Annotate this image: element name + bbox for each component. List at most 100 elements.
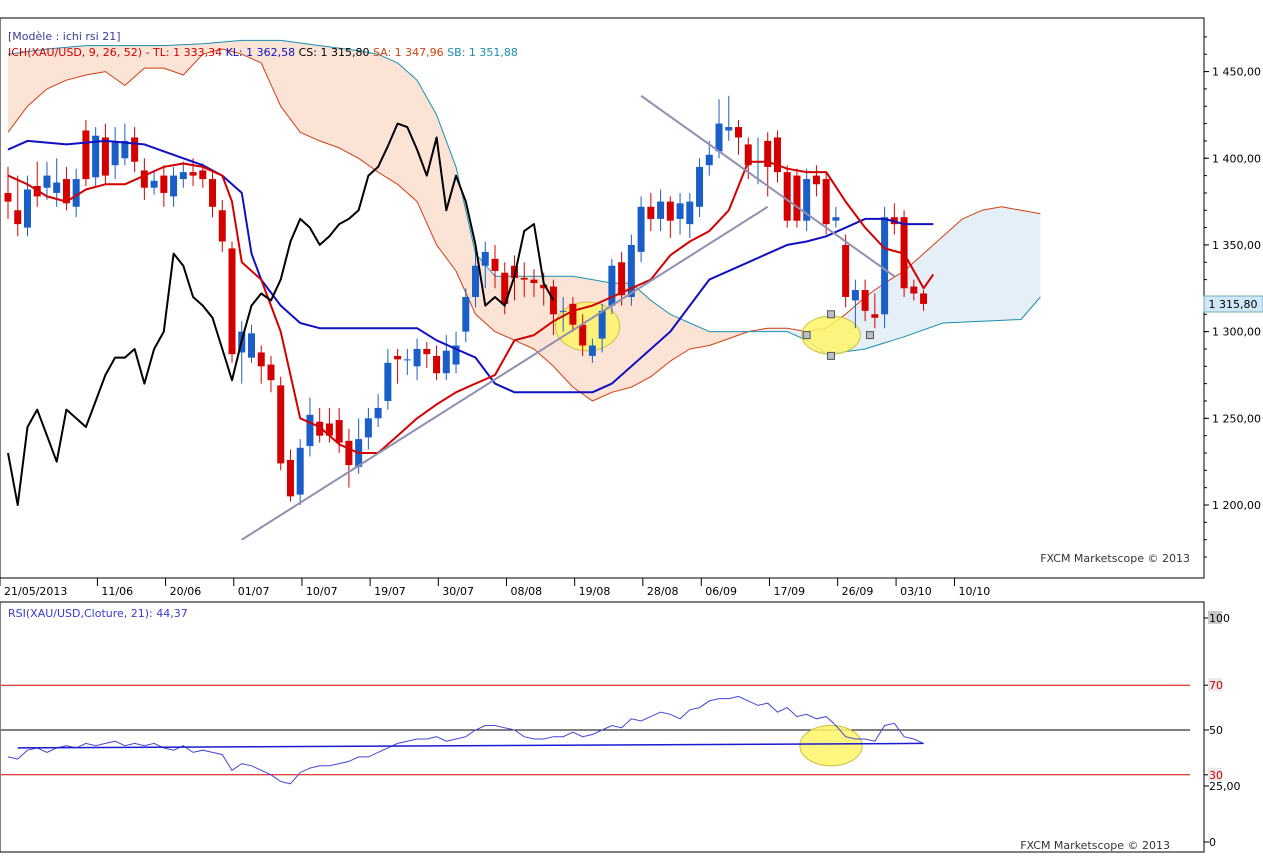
candle-body	[140, 170, 148, 188]
candle-body	[735, 127, 742, 138]
rsi-tick-box	[1208, 611, 1222, 624]
x-tick-label: 28/08	[647, 585, 679, 598]
chikou-span-line	[7, 122, 555, 506]
rsi-tick-label: 70	[1209, 679, 1223, 692]
candle-body	[53, 182, 61, 193]
candle-body	[705, 154, 713, 166]
candle-body	[384, 362, 392, 401]
x-tick-label: 08/08	[510, 585, 542, 598]
candle-body	[803, 179, 811, 221]
candle-body	[657, 201, 665, 219]
candle-body	[559, 310, 567, 312]
candle-body	[316, 421, 324, 436]
candle-body	[257, 352, 265, 367]
rsi-tick-label: 100	[1209, 612, 1230, 625]
candle-body	[627, 244, 635, 297]
candle-body	[82, 130, 90, 180]
candle-body	[335, 420, 343, 443]
candle-body	[423, 348, 431, 355]
candle-body	[286, 459, 294, 497]
candle-body	[540, 284, 548, 289]
candle-body	[530, 279, 538, 284]
marker-square-1	[827, 310, 836, 319]
candle-body	[481, 251, 489, 266]
x-tick-label: 01/07	[238, 585, 270, 598]
candle-body	[248, 333, 255, 358]
x-axis: 21/05/2013 11/06 20/06 01/07 10/07 19/07 30/07…	[0, 578, 990, 598]
candle-body	[725, 127, 733, 131]
x-tick-label: 10/10	[959, 585, 991, 598]
candle-body	[696, 166, 704, 207]
candle-body	[588, 345, 596, 356]
candle-body	[647, 206, 655, 219]
legend-part-3: SA: 1 347,96	[369, 46, 443, 59]
y-tick-label: 1 250,00	[1212, 412, 1261, 425]
candle-body	[676, 203, 684, 219]
candle-body	[228, 248, 236, 355]
candle-body	[121, 140, 129, 159]
candle-body	[14, 210, 22, 225]
candle-body	[160, 175, 168, 193]
candle-body	[618, 262, 626, 296]
candle-body	[579, 324, 587, 346]
y-tick-label: 1 450,00	[1212, 66, 1261, 79]
x-tick-label: 19/07	[374, 585, 406, 598]
candle-body	[394, 355, 402, 360]
candle-body	[920, 293, 928, 304]
candle-body	[812, 175, 820, 185]
candle-body	[842, 244, 850, 297]
candle-body	[111, 140, 119, 166]
tenkan-sen-line	[7, 160, 935, 454]
candle-body	[832, 217, 840, 221]
candle-body	[472, 265, 480, 297]
candle-body	[189, 172, 197, 176]
legend-part-4: SB: 1 351,88	[444, 46, 518, 59]
candle-body	[822, 179, 830, 225]
candle-body	[199, 170, 207, 180]
candle-body	[101, 137, 109, 176]
marker-square-2	[865, 331, 874, 340]
candle-body	[637, 206, 645, 252]
candle-body	[861, 290, 869, 311]
candle-body	[150, 180, 158, 188]
candle-body	[170, 175, 178, 197]
candle-body	[403, 359, 411, 361]
rsi-watermark: FXCM Marketscope © 2013	[1020, 839, 1170, 852]
y-tick-label: 1 200,00	[1212, 499, 1261, 512]
candle-body	[413, 348, 421, 367]
x-tick-label: 17/09	[773, 585, 805, 598]
candle-body	[501, 272, 509, 304]
y-tick-label: 1 400,00	[1212, 152, 1261, 165]
candle-body	[23, 189, 31, 228]
y-tick-label: 1 350,00	[1212, 239, 1261, 252]
main-watermark: FXCM Marketscope © 2013	[1040, 552, 1190, 565]
model-label: [Modèle : ichi rsi 21]	[8, 30, 121, 43]
candle-body	[433, 355, 441, 374]
candle-body	[910, 286, 918, 294]
x-tick-label: 19/08	[579, 585, 611, 598]
candle-body	[179, 172, 187, 180]
candle-body	[72, 179, 80, 207]
marker-square-0	[802, 331, 811, 340]
candle-body	[62, 179, 70, 204]
candle-body	[598, 310, 606, 339]
candle-body	[744, 144, 752, 166]
rsi-tick-box	[1208, 678, 1222, 692]
trendline-1	[640, 94, 895, 278]
y-axis: 1 200,00 1 250,00 1 300,00 1 350,00 1 400,00…	[1204, 36, 1261, 558]
main-chart-layer	[4, 39, 1041, 541]
rsi-layer	[1, 684, 1190, 785]
current-price-label: 1 315,80	[1209, 298, 1258, 311]
legend-part-0: ICH(XAU/USD, 9, 26, 52) - TL: 1 333,34	[8, 46, 222, 59]
current-price-tag	[1203, 295, 1263, 313]
candle-body	[296, 447, 304, 495]
x-tick-label: 30/07	[442, 585, 474, 598]
candle-body	[43, 175, 51, 188]
candle-body	[715, 123, 723, 152]
candle-body	[364, 418, 372, 438]
rsi-tick-label: 50	[1209, 724, 1223, 737]
trendline-0	[241, 205, 769, 541]
kumo-cloud-1	[750, 206, 1041, 355]
candle-body	[666, 201, 674, 221]
